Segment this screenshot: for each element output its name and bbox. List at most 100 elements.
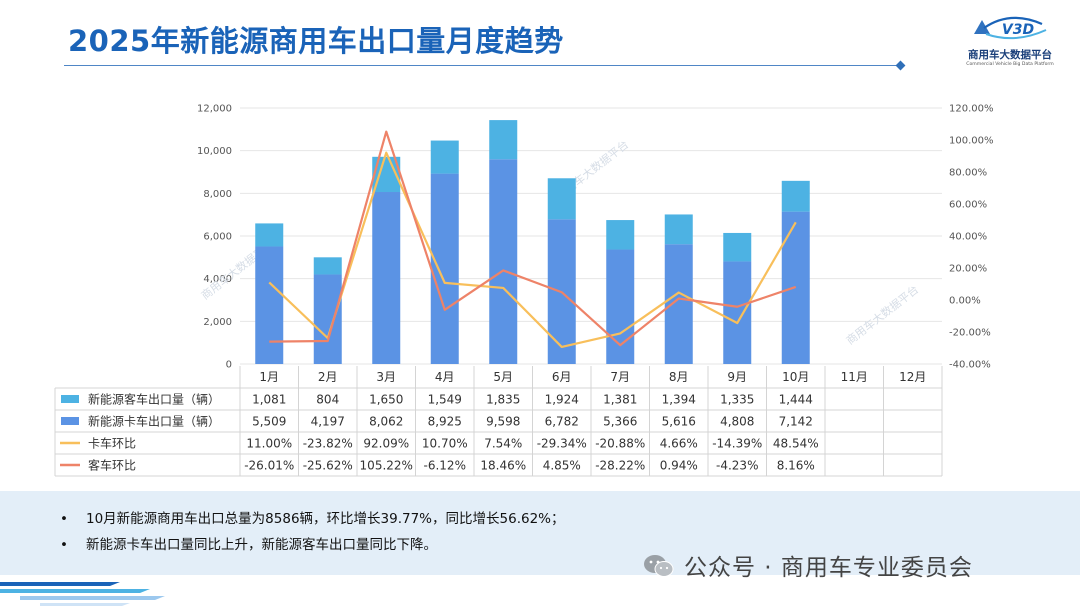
x-tick-label: 7月 — [610, 370, 630, 384]
bus-bar — [430, 140, 459, 174]
left-tick-label: 4,000 — [203, 274, 232, 285]
x-tick-label: 11月 — [841, 370, 868, 384]
note-item: • 10月新能源商用车出口总量为8586辆，环比增长39.77%，同比增长56.6… — [60, 511, 565, 527]
right-tick-label: 20.00% — [949, 264, 987, 275]
data-label: 0.94% — [660, 459, 698, 473]
data-label: 8,062 — [369, 415, 403, 429]
x-tick-label: 12月 — [899, 370, 926, 384]
decorative-stripes-icon — [0, 582, 165, 606]
bus-bar — [489, 120, 518, 160]
logo-subtitle: Commercial Vehicle Big Data Platform — [966, 62, 1054, 67]
logo-name: 商用车大数据平台 — [968, 49, 1052, 61]
data-label: 105.22% — [360, 459, 413, 473]
data-label: 5,509 — [252, 415, 286, 429]
legend-label: 新能源卡车出口量（辆） — [88, 414, 220, 429]
truck-bar — [723, 261, 752, 364]
footer-signature: 公众号 · 商用车专业委员会 — [684, 555, 973, 581]
x-tick-label: 3月 — [376, 370, 396, 384]
bus-bar — [664, 214, 693, 245]
bus-bar — [606, 220, 635, 250]
data-label: 4,197 — [311, 415, 345, 429]
bus-bar — [313, 257, 342, 275]
data-label: 92.09% — [363, 437, 409, 451]
left-tick-label: 0 — [226, 360, 232, 371]
x-tick-label: 1月 — [259, 370, 279, 384]
bus-mom-line — [269, 130, 797, 347]
data-label: 1,924 — [545, 393, 579, 407]
truck-bar — [606, 249, 635, 364]
x-tick-label: 4月 — [435, 370, 455, 384]
left-tick-label: 10,000 — [197, 146, 232, 157]
data-label: -29.34% — [537, 437, 587, 451]
legend-label: 新能源客车出口量（辆） — [88, 392, 220, 407]
x-tick-label: 8月 — [669, 370, 689, 384]
data-label: 8,925 — [428, 415, 462, 429]
title-divider — [64, 65, 900, 66]
data-label: 4.66% — [660, 437, 698, 451]
legend-label: 卡车环比 — [88, 436, 136, 451]
bus-bar — [255, 223, 284, 247]
bus-bar — [723, 232, 752, 262]
data-label: 1,081 — [252, 393, 286, 407]
x-tick-label: 5月 — [493, 370, 513, 384]
page-title: 2025年新能源商用车出口量月度趋势 — [68, 24, 564, 58]
truck-bar — [255, 246, 284, 364]
data-label: 8.16% — [777, 459, 815, 473]
data-label: 1,549 — [428, 393, 462, 407]
data-label: 7,142 — [779, 415, 813, 429]
data-label: 5,616 — [662, 415, 696, 429]
data-label: -25.62% — [303, 459, 353, 473]
note-text: 新能源卡车出口量同比上升，新能源客车出口量同比下降。 — [86, 537, 437, 553]
logo-mark-icon: V3D — [974, 16, 1047, 40]
data-label: 10.70% — [422, 437, 468, 451]
legend-swatch — [61, 417, 79, 425]
right-tick-label: 100.00% — [949, 136, 994, 147]
data-label: 1,650 — [369, 393, 403, 407]
data-label: -14.39% — [712, 437, 762, 451]
right-tick-label: 80.00% — [949, 168, 987, 179]
platform-logo: V3D 商用车大数据平台 Commercial Vehicle Big Data… — [960, 14, 1060, 68]
truck-bar — [372, 192, 401, 364]
truck-bar — [664, 244, 693, 364]
data-label: 48.54% — [773, 437, 819, 451]
watermark-text: 商用车大数据平台 — [843, 282, 921, 347]
left-tick-label: 6,000 — [203, 232, 232, 243]
data-label: 4,808 — [720, 415, 754, 429]
right-tick-label: -40.00% — [949, 360, 991, 371]
data-label: 1,444 — [779, 393, 813, 407]
left-tick-label: 2,000 — [203, 317, 232, 328]
truck-mom-line — [268, 151, 797, 349]
x-tick-label: 10月 — [782, 370, 809, 384]
wechat-icon — [644, 555, 674, 577]
note-item: • 新能源卡车出口量同比上升，新能源客车出口量同比下降。 — [60, 537, 437, 553]
logo-mark-text: V3D — [1002, 22, 1034, 38]
data-label: -4.23% — [716, 459, 758, 473]
right-tick-label: -20.00% — [949, 328, 991, 339]
data-label: 1,835 — [486, 393, 520, 407]
legend-label: 客车环比 — [88, 458, 136, 473]
x-tick-label: 6月 — [552, 370, 572, 384]
truck-bar — [489, 159, 518, 364]
bus-bar — [781, 180, 810, 212]
bus-bar — [547, 178, 576, 220]
truck-bar — [430, 173, 459, 364]
data-label: -28.22% — [595, 459, 645, 473]
data-label: 7.54% — [484, 437, 522, 451]
data-label: 9,598 — [486, 415, 520, 429]
notes-panel: • 10月新能源商用车出口总量为8586辆，环比增长39.77%，同比增长56.6… — [0, 491, 1080, 575]
legend-swatch — [61, 395, 79, 403]
data-label: -26.01% — [244, 459, 294, 473]
note-text: 10月新能源商用车出口总量为8586辆，环比增长39.77%，同比增长56.62… — [86, 511, 565, 527]
truck-bar — [313, 274, 342, 364]
export-chart: 0 2,000 4,000 6,000 8,000 10,000 12,000 -40.00%… — [54, 104, 994, 477]
right-tick-label: 60.00% — [949, 200, 987, 211]
data-label: 1,335 — [720, 393, 754, 407]
data-label: 18.46% — [480, 459, 526, 473]
right-tick-label: 40.00% — [949, 232, 987, 243]
left-tick-label: 12,000 — [197, 104, 232, 115]
data-label: 4.85% — [543, 459, 581, 473]
data-label: 5,366 — [603, 415, 637, 429]
data-label: -6.12% — [424, 459, 466, 473]
x-tick-label: 9月 — [727, 370, 747, 384]
data-label: 1,394 — [662, 393, 696, 407]
